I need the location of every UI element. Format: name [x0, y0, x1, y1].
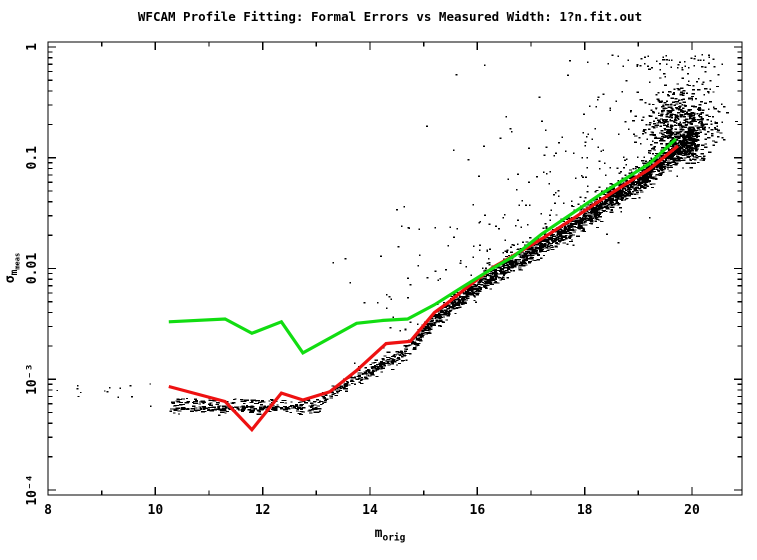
svg-text:0.01: 0.01: [25, 253, 40, 284]
svg-text:16: 16: [470, 503, 486, 518]
scatter-points: [56, 54, 738, 416]
svg-text:1: 1: [25, 43, 40, 51]
svg-text:14: 14: [362, 503, 378, 518]
x-axis-title: morig: [375, 526, 406, 544]
axis-labels: morig σmmeas: [3, 253, 406, 544]
trend-lines: [168, 137, 680, 433]
svg-text:0.1: 0.1: [25, 146, 40, 170]
svg-text:20: 20: [684, 503, 700, 518]
chart-title: WFCAM Profile Fitting: Formal Errors vs …: [138, 9, 642, 24]
axes-frame: [47, 41, 743, 496]
svg-text:12: 12: [255, 503, 271, 518]
svg-text:10⁻³: 10⁻³: [25, 364, 40, 395]
svg-text:18: 18: [577, 503, 593, 518]
red-median-formal-error-line: [168, 144, 680, 433]
svg-text:10⁻⁴: 10⁻⁴: [25, 474, 40, 505]
svg-text:8: 8: [44, 503, 52, 518]
tick-labels: 8 10 12 14 16 18 20 1 0.1 0.01 10⁻³ 10⁻⁴: [25, 43, 700, 518]
green-measured-width-line: [168, 137, 677, 355]
y-axis-title: σmmeas: [3, 253, 22, 283]
svg-text:10: 10: [148, 503, 164, 518]
